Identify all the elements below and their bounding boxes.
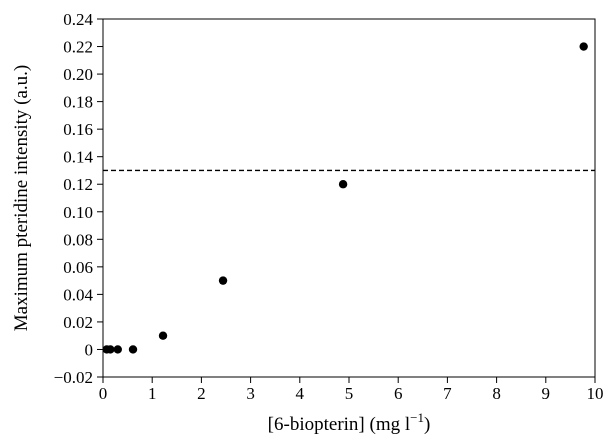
data-point (218, 276, 228, 285)
data-point (579, 42, 588, 51)
y-tick-label: 0.04 (63, 285, 93, 304)
y-tick-label: 0.14 (63, 148, 93, 167)
y-tick-label: 0.06 (63, 258, 93, 277)
y-tick-label: 0.22 (63, 38, 93, 57)
data-points (102, 42, 588, 354)
x-axis-label-superscript: −1 (410, 410, 424, 425)
y-tick-label: 0.20 (63, 65, 93, 84)
x-tick-label: 5 (345, 384, 354, 403)
x-tick-label: 2 (197, 384, 206, 403)
y-tick-label: 0.16 (63, 120, 93, 139)
y-tick-label: 0.10 (63, 203, 93, 222)
data-point (158, 331, 168, 340)
x-tick-label: 3 (246, 384, 255, 403)
data-point (106, 345, 115, 354)
x-tick-label: 6 (394, 384, 403, 403)
x-axis-label-main: [6-biopterin] (mg l (268, 414, 410, 435)
y-tick-label: 0.08 (63, 230, 93, 249)
x-tick-label: 7 (443, 384, 452, 403)
y-axis-label: Maximum pteridine intensity (a.u.) (11, 65, 32, 331)
x-tick-label: 10 (587, 384, 604, 403)
x-axis-label-close: ) (424, 414, 430, 435)
y-tick-label: 0.18 (63, 93, 93, 112)
axis-ticks: 0 1 2 3 4 5 6 7 8 9 10 −0.02 0 0.02 0.04 0.06 0.08 0.10 0.… (54, 10, 604, 403)
x-axis-label: [6-biopterin] (mg l−1) (268, 410, 431, 435)
y-tick-label: 0 (85, 340, 94, 359)
x-tick-label: 4 (296, 384, 305, 403)
x-tick-label: 9 (542, 384, 551, 403)
x-tick-label: 8 (492, 384, 501, 403)
y-tick-label: 0.02 (63, 313, 93, 332)
y-tick-label: 0.24 (63, 10, 93, 29)
data-point (338, 180, 348, 189)
x-tick-label: 0 (99, 384, 108, 403)
plot-frame (102, 18, 596, 378)
data-point (128, 345, 138, 354)
y-tick-label: 0.12 (63, 175, 93, 194)
x-tick-label: 1 (148, 384, 157, 403)
y-tick-label: −0.02 (54, 368, 93, 387)
data-point (113, 345, 122, 354)
